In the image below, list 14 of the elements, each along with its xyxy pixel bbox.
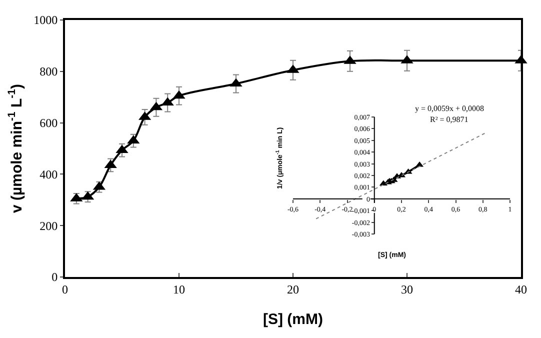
y-tick-label: 200 xyxy=(40,218,58,233)
x-axis-title: [S] (mM) xyxy=(263,310,323,328)
x-tick-label: 20 xyxy=(287,282,299,296)
y-tick-label: 1000 xyxy=(34,13,58,28)
x-tick-label: 10 xyxy=(173,282,185,296)
x-tick-label: 0 xyxy=(62,282,68,296)
y-tick-label: 600 xyxy=(40,116,58,130)
y-tick-label: 0 xyxy=(52,270,58,284)
x-tick-label: 40 xyxy=(515,282,527,296)
x-tick-label: 30 xyxy=(401,282,413,296)
y-tick-label: 800 xyxy=(40,64,58,79)
y-tick-label: 400 xyxy=(40,167,58,182)
annotation: R² = 0,9871 xyxy=(430,115,468,124)
annotation: y = 0,0059x + 0,0008 xyxy=(415,104,484,113)
